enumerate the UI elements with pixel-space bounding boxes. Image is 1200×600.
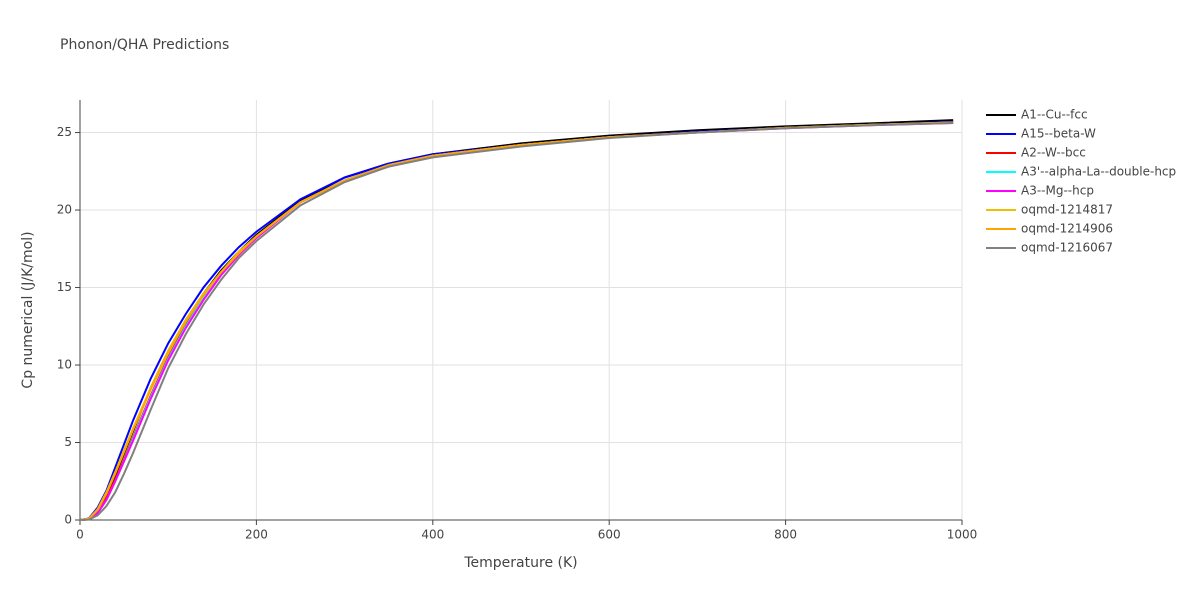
series-line xyxy=(79,121,954,521)
x-tick-label: 800 xyxy=(774,528,797,542)
legend-label: A2--W--bcc xyxy=(1021,146,1086,160)
series-line xyxy=(79,119,954,521)
y-tick-label: 0 xyxy=(64,513,72,527)
legend-label: A1--Cu--fcc xyxy=(1021,108,1088,122)
x-tick-label: 400 xyxy=(421,528,444,542)
legend-label: oqmd-1214906 xyxy=(1021,222,1113,236)
legend-label: oqmd-1214817 xyxy=(1021,203,1113,217)
chart-title: Phonon/QHA Predictions xyxy=(60,37,229,53)
legend-label: A3'--alpha-La--double-hcp xyxy=(1021,165,1176,179)
legend-label: A3--Mg--hcp xyxy=(1021,184,1094,198)
y-tick-label: 20 xyxy=(57,203,72,217)
y-tick-label: 5 xyxy=(64,435,72,449)
series-line xyxy=(79,121,954,521)
series-line xyxy=(79,121,954,521)
legend-label: A15--beta-W xyxy=(1021,127,1096,141)
y-tick-label: 10 xyxy=(57,358,72,372)
x-tick-label: 0 xyxy=(76,528,84,542)
x-tick-label: 200 xyxy=(245,528,268,542)
y-axis-title: Cp numerical (J/K/mol) xyxy=(20,231,36,388)
series-line xyxy=(79,121,954,521)
x-tick-label: 1000 xyxy=(947,528,978,542)
x-axis-title: Temperature (K) xyxy=(463,555,577,571)
legend-label: oqmd-1216067 xyxy=(1021,241,1113,255)
y-tick-label: 25 xyxy=(57,125,72,139)
y-tick-label: 15 xyxy=(57,280,72,294)
series-line xyxy=(79,121,954,521)
series-line xyxy=(79,121,954,521)
x-tick-label: 600 xyxy=(598,528,621,542)
series-line xyxy=(79,120,954,521)
